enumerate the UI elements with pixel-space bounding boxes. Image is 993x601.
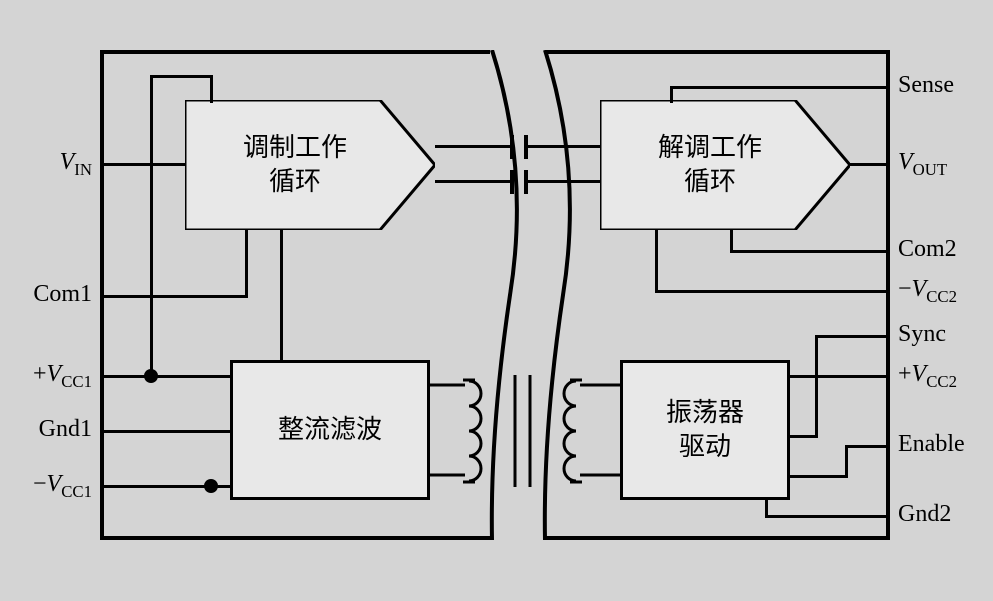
pin-sense: Sense bbox=[898, 72, 954, 99]
wire-cap-lower-right bbox=[528, 180, 600, 183]
oscillator-label-2: 驱动 bbox=[679, 430, 731, 464]
pin-enable: Enable bbox=[898, 431, 965, 458]
wire-enable-v bbox=[845, 445, 848, 475]
node-vcc1 bbox=[144, 369, 158, 383]
wire-vcc1-to-mod-v2 bbox=[210, 75, 213, 103]
demodulator-block: 解调工作 循环 bbox=[600, 100, 850, 230]
node-vcc1n bbox=[204, 479, 218, 493]
wire-sync-v bbox=[815, 335, 818, 435]
pin-gnd2: Gnd2 bbox=[898, 501, 951, 528]
pin-gnd1: Gnd1 bbox=[39, 416, 92, 443]
block-diagram: 调制工作 循环 解调工作 循环 整流滤波 振荡器 驱动 bbox=[100, 50, 900, 550]
modulator-block: 调制工作 循环 bbox=[185, 100, 435, 230]
pin-vin: VIN bbox=[60, 149, 92, 180]
wire-com1 bbox=[100, 295, 245, 298]
wire-cap-lower-left bbox=[435, 180, 510, 183]
wire-vcc2n-v bbox=[655, 230, 658, 293]
wire-vcc1p bbox=[100, 375, 230, 378]
oscillator-block: 振荡器 驱动 bbox=[620, 360, 790, 500]
wire-com1-v bbox=[245, 230, 248, 298]
demodulator-label-1: 解调工作 bbox=[658, 133, 762, 162]
wire-enable-h2 bbox=[790, 475, 848, 478]
pin-com2: Com2 bbox=[898, 236, 957, 263]
pin-vcc1-pos: +VCC1 bbox=[33, 361, 92, 392]
pin-vcc2-pos: +VCC2 bbox=[898, 361, 957, 392]
wire-vcc1-to-mod bbox=[150, 75, 153, 377]
wire-sync-h2 bbox=[790, 435, 818, 438]
wire-gnd2 bbox=[765, 515, 890, 518]
pin-vcc1-neg: −VCC1 bbox=[33, 471, 92, 502]
pin-com1: Com1 bbox=[33, 281, 92, 308]
wire-sense-v bbox=[670, 86, 673, 103]
wire-enable bbox=[845, 445, 890, 448]
modulator-label-2: 循环 bbox=[269, 167, 321, 196]
wire-vout bbox=[850, 163, 890, 166]
wire-gnd2-v bbox=[765, 500, 768, 518]
pin-sync: Sync bbox=[898, 321, 946, 348]
oscillator-label-1: 振荡器 bbox=[666, 396, 744, 430]
wire-sense bbox=[670, 86, 890, 89]
wire-cap-upper-right bbox=[528, 145, 600, 148]
wire-com2 bbox=[730, 250, 890, 253]
modulator-label-1: 调制工作 bbox=[243, 133, 347, 162]
demodulator-label-2: 循环 bbox=[684, 167, 736, 196]
wire-sync bbox=[815, 335, 890, 338]
wire-com2-v bbox=[730, 230, 733, 253]
wire-vcc1-to-mod-h bbox=[150, 75, 210, 78]
wire-vcc1n-to-mod bbox=[280, 230, 283, 360]
rectifier-block: 整流滤波 bbox=[230, 360, 430, 500]
isolation-transformer bbox=[430, 360, 620, 500]
pin-vout: VOUT bbox=[898, 149, 947, 180]
rectifier-label: 整流滤波 bbox=[278, 413, 382, 447]
wire-gnd1 bbox=[100, 430, 230, 433]
pin-vcc2-neg: −VCC2 bbox=[898, 276, 957, 307]
wire-cap-upper-left bbox=[435, 145, 510, 148]
wire-vcc2n bbox=[655, 290, 890, 293]
wire-vcc2p bbox=[790, 375, 890, 378]
wire-vin bbox=[100, 163, 185, 166]
